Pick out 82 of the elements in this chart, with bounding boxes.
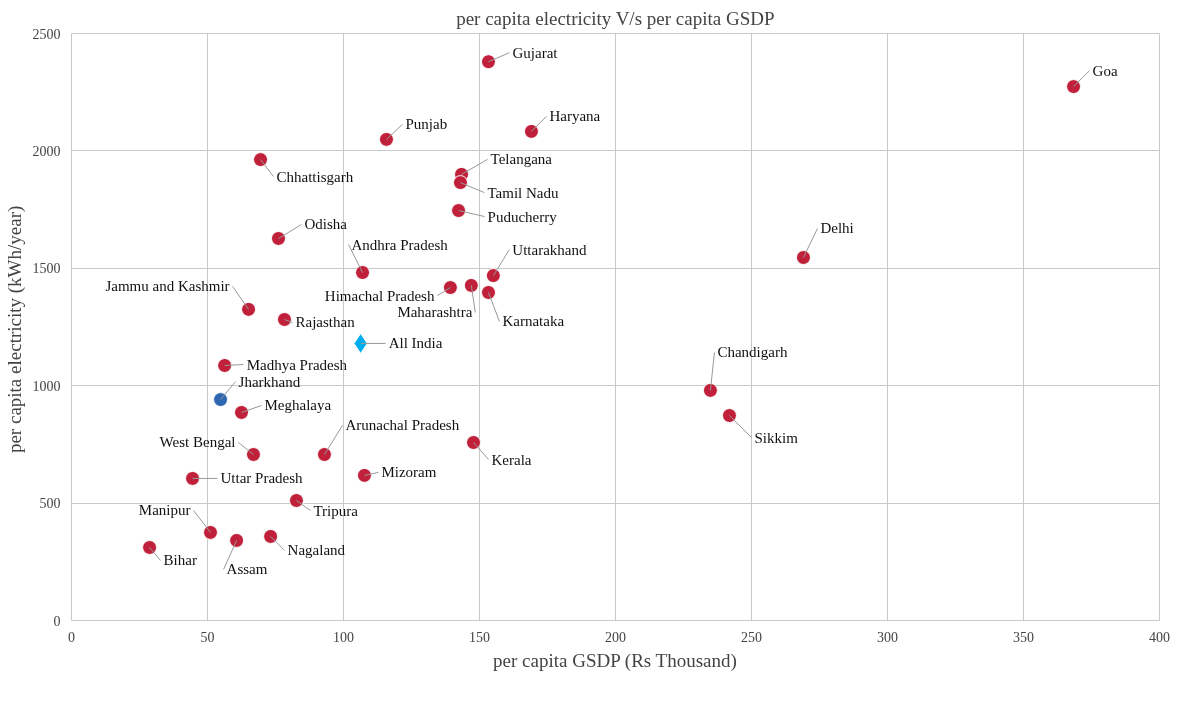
point (480, 285, 496, 300)
series-label: Puducherry (487, 208, 558, 225)
point (229, 532, 245, 548)
series-label: Odisha (304, 216, 348, 233)
series-label: Sikkim (754, 429, 799, 446)
series-label: Nagaland (287, 542, 346, 559)
point (451, 203, 467, 219)
series-label: All India (388, 335, 443, 352)
x-tick-label: 400 (1149, 629, 1170, 645)
series-label: Mizoram (381, 464, 437, 481)
series-label: Delhi (820, 220, 854, 237)
series-label: West Bengal (159, 434, 236, 451)
point (452, 175, 468, 191)
series-label: Tripura (313, 502, 359, 519)
point (263, 528, 279, 544)
series-label: Punjab (405, 116, 448, 133)
y-tick-label: 2000 (32, 143, 61, 159)
series-label: Assam (226, 561, 268, 578)
series-label: Andhra Pradesh (351, 236, 449, 253)
point (185, 470, 201, 486)
point (234, 404, 249, 420)
series-label: Manipur (138, 502, 191, 519)
series-label: Rajasthan (295, 314, 356, 331)
series-label: Chandigarh (717, 344, 788, 361)
point (202, 524, 218, 540)
point (356, 467, 372, 483)
point (721, 408, 737, 424)
chart-title: per capita electricity V/s per capita GSDP (456, 7, 775, 29)
y-tick-label: 0 (53, 613, 61, 629)
point (466, 435, 482, 451)
point (253, 152, 269, 168)
series-label: Meghalaya (264, 397, 332, 414)
series-label: Goa (1092, 62, 1118, 79)
point (485, 268, 501, 284)
series-label: Telangana (490, 151, 553, 168)
series-label: Himachal Pradesh (324, 287, 435, 304)
point (463, 277, 479, 293)
y-axis-title: per capita electricity (kWh/year) (3, 205, 26, 454)
point (217, 358, 233, 373)
y-tick-label: 1000 (32, 378, 61, 394)
point (276, 312, 292, 327)
series-label: Bihar (163, 552, 197, 569)
y-tick-label: 2500 (32, 26, 61, 42)
x-tick-label: 350 (1013, 629, 1034, 645)
series-label: Arunachal Pradesh (345, 417, 460, 434)
series-label: Tamil Nadu (487, 184, 559, 201)
series-label: Maharashtra (397, 304, 473, 321)
point (316, 447, 332, 462)
series-label: Jammu and Kashmir (105, 278, 230, 295)
series-label: Kerala (491, 451, 532, 468)
series-label: Karnataka (502, 313, 565, 330)
y-tick-label: 500 (39, 496, 61, 512)
x-tick-label: 250 (741, 629, 762, 645)
series-label: Gujarat (512, 44, 559, 61)
series-label: Chhattisgarh (276, 168, 354, 185)
series-label: Madhya Pradesh (246, 356, 348, 373)
x-tick-label: 200 (605, 629, 626, 645)
y-tick-label: 1500 (32, 261, 61, 277)
point (355, 265, 371, 281)
series-label: Uttar Pradesh (220, 470, 304, 487)
point (795, 250, 811, 265)
x-tick-label: 150 (469, 629, 490, 645)
point (142, 539, 158, 555)
series-label: Uttarakhand (512, 241, 588, 258)
series-label: Haryana (549, 108, 601, 125)
point (213, 392, 229, 408)
point (523, 123, 539, 139)
point (702, 382, 718, 398)
point (288, 493, 304, 508)
x-tick-label: 50 (200, 629, 215, 645)
point (270, 230, 286, 246)
point (241, 301, 257, 317)
series-label: Jharkhand (238, 373, 301, 390)
point (1066, 79, 1082, 95)
point (480, 54, 496, 70)
x-tick-label: 300 (877, 629, 898, 645)
x-axis-title: per capita GSDP (Rs Thousand) (493, 649, 737, 672)
point (245, 447, 261, 462)
x-tick-label: 0 (68, 629, 75, 645)
x-tick-label: 100 (333, 629, 354, 645)
point (378, 131, 394, 147)
point (442, 280, 458, 296)
